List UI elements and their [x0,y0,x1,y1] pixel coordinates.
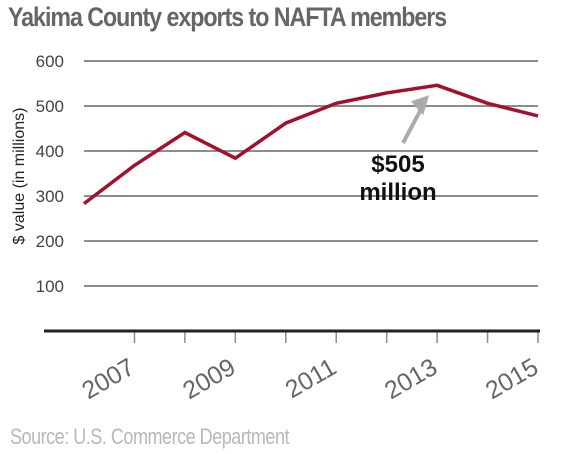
y-axis-label: $ value (in millions) [11,108,28,245]
y-tick-label: 600 [36,52,64,71]
y-tick-label: 200 [36,232,64,251]
annotation-arrowhead [411,95,430,116]
annotation-arrow-shaft [401,104,425,144]
data-point [284,121,288,125]
y-tick-labels: 100 200 300 400 500 600 [36,52,64,296]
source-note: Source: U.S. Commerce Department [10,424,290,449]
data-point [233,156,237,160]
x-tick-label: 2007 [77,353,139,405]
data-point [486,101,490,105]
data-point [536,114,540,118]
y-tick-label: 400 [36,142,64,161]
x-tick-labels: 2007 2009 2011 2013 2015 [77,353,543,405]
data-point [435,83,439,87]
data-point [183,131,187,135]
x-tick-label: 2009 [178,353,240,405]
series-layer [82,83,540,206]
data-point [132,163,136,167]
annotation-label: million [359,179,436,206]
x-tick-label: 2013 [380,353,442,405]
x-tick-label: 2015 [481,353,543,405]
y-tick-label: 300 [36,187,64,206]
annotation-label: $505 [371,151,424,178]
y-tick-label: 500 [36,97,64,116]
series-line-0 [82,83,539,206]
data-point [82,202,86,206]
chart-title: Yakima County exports to NAFTA members [8,2,447,32]
grid-lines [84,60,539,343]
x-tick-label: 2011 [281,353,342,404]
data-point [385,91,389,95]
y-tick-label: 100 [36,277,64,296]
data-point [334,101,338,105]
